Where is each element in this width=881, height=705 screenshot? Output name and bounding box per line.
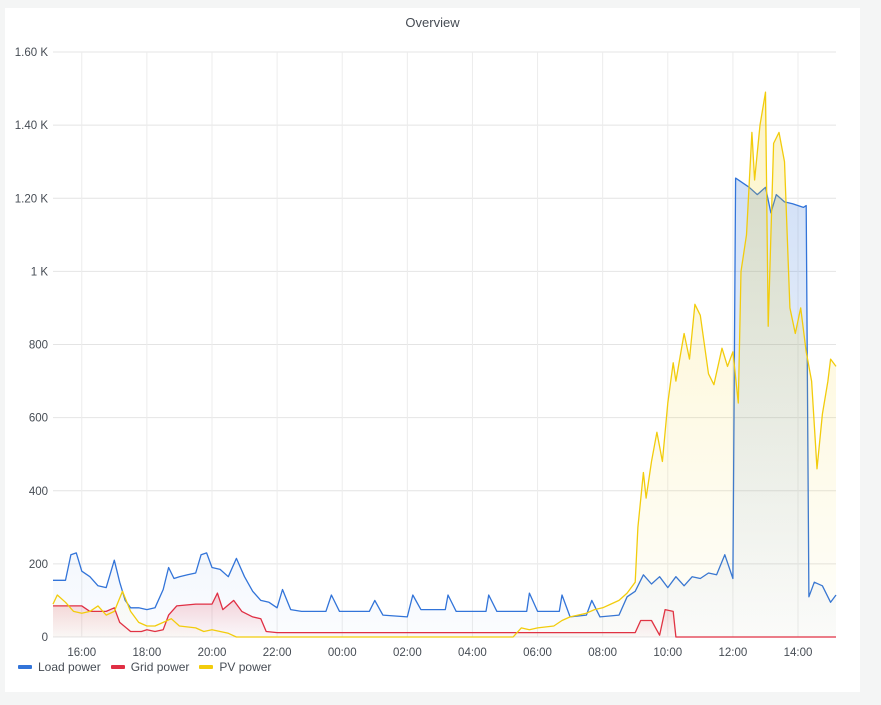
panel-title: Overview <box>405 15 460 30</box>
y-tick-label: 1.20 K <box>15 193 49 205</box>
legend-label: Grid power <box>130 660 190 674</box>
legend-swatch <box>199 665 214 669</box>
legend-label: Load power <box>38 660 101 674</box>
legend-item-load-power[interactable]: Load power <box>18 660 101 674</box>
legend-swatch <box>18 665 32 669</box>
pv-power-line <box>52 91 837 638</box>
y-tick-label: 800 <box>29 340 48 352</box>
x-tick-label: 02:00 <box>393 647 422 659</box>
x-tick-label: 14:00 <box>784 647 813 659</box>
x-tick-label: 16:00 <box>67 647 96 659</box>
x-tick-label: 10:00 <box>653 647 682 659</box>
y-tick-label: 0 <box>42 632 48 644</box>
x-tick-label: 06:00 <box>523 647 552 659</box>
legend-item-grid-power[interactable]: Grid power <box>110 660 190 674</box>
x-tick-label: 12:00 <box>719 647 748 659</box>
x-tick-label: 20:00 <box>198 647 227 659</box>
y-tick-label: 1 K <box>31 266 49 278</box>
x-tick-label: 18:00 <box>132 647 161 659</box>
y-tick-label: 400 <box>29 486 48 498</box>
x-tick-label: 22:00 <box>263 647 292 659</box>
legend-label: PV power <box>219 660 272 674</box>
y-tick-label: 1.40 K <box>15 120 49 132</box>
y-tick-label: 600 <box>29 413 48 425</box>
legend-swatch <box>110 665 125 669</box>
y-tick-label: 200 <box>29 559 48 571</box>
y-tick-label: 1.60 K <box>15 47 49 59</box>
chart-legend: Load power Grid power PV power <box>18 660 271 674</box>
x-tick-label: 00:00 <box>328 647 357 659</box>
x-tick-label: 08:00 <box>588 647 617 659</box>
x-tick-label: 04:00 <box>458 647 487 659</box>
legend-item-pv-power[interactable]: PV power <box>199 660 271 674</box>
